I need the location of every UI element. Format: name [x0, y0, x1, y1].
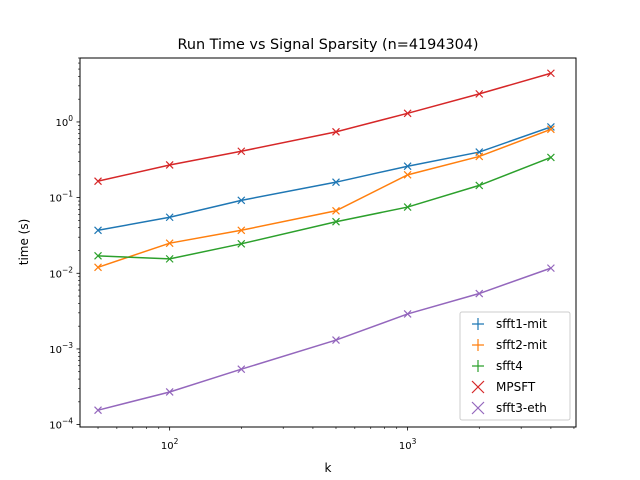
legend-label: MPSFT: [496, 380, 536, 394]
legend-marker: [471, 401, 485, 415]
data-point: [475, 289, 484, 298]
legend-marker: [472, 360, 484, 372]
y-tick-label: 100: [55, 114, 73, 129]
data-point: [403, 170, 412, 179]
x-axis: 102 103: [97, 427, 575, 452]
data-point: [94, 406, 102, 415]
legend-item: MPSFT: [471, 380, 536, 394]
series-MPSFT: [94, 69, 555, 186]
data-point: [403, 109, 412, 118]
y-tick-label: 10−3: [49, 341, 73, 356]
data-point: [332, 217, 340, 226]
data-point: [546, 153, 555, 162]
data-point: [94, 177, 102, 186]
data-point: [237, 147, 246, 156]
legend-label: sfft2-mit: [496, 338, 547, 352]
series-sfft4: [94, 153, 555, 263]
data-point: [165, 213, 174, 222]
y-tick-label: 10−2: [49, 265, 73, 280]
series-sfft1-mit: [94, 122, 555, 235]
data-point: [332, 178, 340, 187]
legend-item: sfft4: [472, 359, 523, 373]
x-tick-label: 102: [161, 437, 179, 452]
legend-box: [459, 311, 571, 421]
data-point: [546, 122, 555, 131]
x-axis-label: k: [325, 461, 332, 475]
legend-label: sfft4: [496, 359, 523, 373]
data-point: [475, 181, 484, 190]
data-point: [165, 239, 174, 248]
data-point: [546, 125, 555, 134]
legend-item: sfft2-mit: [472, 338, 547, 352]
data-point: [165, 161, 174, 169]
x-tick-label: 103: [399, 437, 417, 452]
y-tick-label: 10−1: [49, 190, 73, 205]
legend-item: sfft1-mit: [472, 317, 547, 331]
data-point: [475, 89, 484, 98]
data-point: [332, 336, 340, 344]
plot-frame: [79, 57, 577, 428]
y-tick-label: 10−4: [49, 417, 73, 432]
data-point: [403, 310, 412, 318]
data-point: [94, 263, 102, 272]
legend: sfft1-mit sfft2-mit sfft4 MPSFT sfft3-eth: [459, 311, 571, 421]
data-point: [237, 196, 246, 205]
data-point: [403, 203, 412, 211]
legend-marker: [472, 339, 484, 351]
plot-area: [94, 69, 555, 415]
legend-item: sfft3-eth: [471, 401, 547, 415]
data-point: [546, 264, 555, 273]
legend-marker: [471, 380, 485, 394]
series-sfft3-eth: [94, 264, 555, 415]
data-point: [546, 69, 555, 78]
data-point: [165, 388, 174, 396]
data-point: [403, 162, 412, 171]
legend-marker: [472, 318, 484, 330]
data-point: [332, 127, 340, 136]
data-point: [165, 254, 174, 263]
series-sfft2-mit: [94, 125, 555, 272]
data-point: [237, 365, 246, 374]
data-point: [94, 226, 102, 235]
legend-label: sfft1-mit: [496, 317, 547, 331]
data-point: [475, 152, 484, 161]
y-axis: 10−4 10−3 10−2 10−1 100: [49, 57, 80, 432]
data-point: [94, 251, 102, 260]
legend-label: sfft3-eth: [496, 401, 547, 415]
data-point: [237, 239, 246, 248]
data-point: [237, 226, 246, 235]
y-axis-label: time (s): [17, 219, 31, 266]
chart-title: Run Time vs Signal Sparsity (n=4194304): [177, 37, 478, 53]
data-point: [332, 206, 340, 215]
